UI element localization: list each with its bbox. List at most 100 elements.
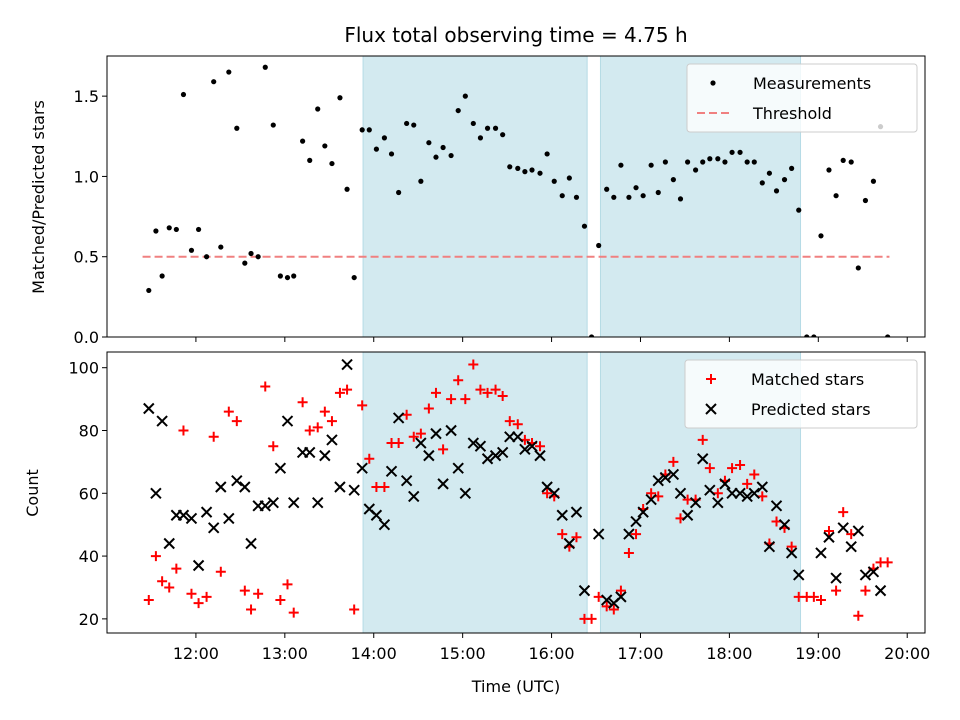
top-point-0-27 — [344, 186, 350, 192]
matched-point-92 — [823, 525, 834, 536]
top-point-0-91 — [818, 233, 824, 239]
top-observing-window-1 — [362, 56, 588, 337]
xtick-label-1: 13:00 — [262, 644, 308, 663]
predicted-point-87 — [793, 569, 805, 581]
top-point-0-43 — [462, 93, 468, 99]
top-point-0-63 — [611, 194, 617, 200]
predicted-point-20 — [288, 496, 300, 509]
top-point-0-10 — [218, 244, 224, 250]
top-point-0-86 — [781, 177, 788, 183]
bottom-legend-label-0: Matched stars — [751, 370, 864, 389]
matched-point-41 — [446, 394, 457, 405]
top-point-0-93 — [833, 193, 839, 199]
predicted-point-79 — [734, 487, 746, 499]
predicted-point-42 — [452, 462, 464, 474]
top-axes-frame — [106, 55, 926, 338]
matched-point-1 — [150, 551, 161, 562]
predicted-point-5 — [177, 509, 190, 521]
top-point-0-25 — [329, 160, 335, 167]
predicted-point-25 — [326, 434, 338, 446]
top-point-0-30 — [366, 127, 372, 133]
matched-point-26 — [334, 387, 345, 398]
top-point-0-100 — [885, 334, 891, 337]
predicted-point-70 — [667, 468, 680, 481]
top-point-0-81 — [744, 159, 750, 165]
predicted-point-68 — [652, 475, 664, 487]
matched-point-35 — [401, 409, 412, 420]
predicted-point-93 — [852, 525, 865, 537]
top-point-0-71 — [670, 177, 676, 183]
xtick-label-5: 17:00 — [617, 644, 663, 663]
matched-point-83 — [757, 491, 768, 502]
predicted-point-27 — [341, 358, 353, 371]
predicted-point-91 — [837, 522, 849, 534]
top-point-0-29 — [359, 127, 365, 133]
bottom-legend-label-1: Predicted stars — [751, 400, 871, 419]
matched-point-19 — [282, 579, 293, 590]
matched-point-75 — [697, 434, 708, 445]
matched-point-44 — [468, 359, 479, 370]
top-point-0-16 — [262, 64, 268, 70]
top-point-0-50 — [515, 165, 521, 171]
top-point-0-12 — [234, 125, 240, 131]
matched-point-64 — [615, 585, 626, 596]
predicted-point-36 — [408, 490, 420, 503]
top-point-0-62 — [604, 186, 610, 192]
matched-point-10 — [215, 566, 226, 577]
predicted-point-80 — [741, 490, 753, 503]
chart-title: Flux total observing time = 4.75 h — [344, 23, 687, 47]
predicted-point-18 — [274, 462, 287, 474]
predicted-point-3 — [163, 537, 175, 550]
top-point-0-44 — [470, 120, 476, 127]
matched-point-5 — [178, 425, 189, 436]
matched-point-4 — [171, 563, 182, 574]
matched-point-53 — [535, 441, 546, 452]
top-ytick-label-0: 0.0 — [74, 328, 99, 347]
predicted-point-75 — [704, 484, 716, 496]
top-point-0-70 — [662, 159, 668, 165]
predicted-point-69 — [659, 471, 672, 484]
bottom-panel: 20 40 60 80 100 12:00 13:00 14:00 15:00 16:00 17:0… — [68, 351, 930, 663]
matched-point-58 — [571, 532, 582, 543]
top-point-0-66 — [633, 185, 639, 191]
matched-point-45 — [475, 384, 486, 395]
matched-point-77 — [712, 488, 723, 499]
top-point-0-90 — [811, 334, 817, 337]
predicted-point-82 — [756, 481, 768, 493]
top-point-0-24 — [322, 143, 328, 149]
predicted-point-77 — [719, 478, 731, 490]
matched-point-36 — [408, 431, 419, 442]
top-point-0-34 — [396, 189, 402, 196]
top-point-0-58 — [573, 194, 580, 200]
top-point-0-5 — [180, 91, 187, 98]
predicted-point-44 — [467, 437, 480, 449]
top-point-0-46 — [484, 125, 491, 131]
matched-point-47 — [490, 384, 501, 395]
top-point-0-36 — [411, 122, 417, 128]
matched-point-28 — [349, 604, 360, 615]
top-point-0-94 — [840, 157, 846, 163]
top-plot-area — [142, 56, 891, 337]
top-point-0-95 — [848, 159, 854, 165]
top-point-0-19 — [284, 274, 291, 281]
matched-point-90 — [808, 591, 819, 602]
predicted-point-48 — [496, 446, 509, 459]
matched-point-48 — [497, 390, 508, 401]
top-legend-label-0: Measurements — [753, 74, 871, 93]
predicted-point-65 — [630, 515, 642, 528]
top-point-0-97 — [862, 197, 869, 204]
predicted-point-73 — [689, 496, 702, 509]
predicted-point-96 — [874, 584, 887, 597]
matched-point-56 — [557, 529, 568, 540]
matched-point-12 — [231, 416, 242, 427]
predicted-point-7 — [192, 559, 205, 572]
matched-point-43 — [460, 394, 471, 405]
top-point-0-67 — [640, 193, 646, 199]
top-point-0-37 — [418, 178, 424, 184]
legend-marker-measurements — [710, 80, 716, 86]
top-point-0-72 — [677, 196, 684, 202]
top-legend-box — [686, 63, 918, 133]
top-point-0-45 — [477, 135, 484, 141]
top-point-0-82 — [751, 159, 757, 165]
matched-point-91 — [815, 595, 826, 606]
